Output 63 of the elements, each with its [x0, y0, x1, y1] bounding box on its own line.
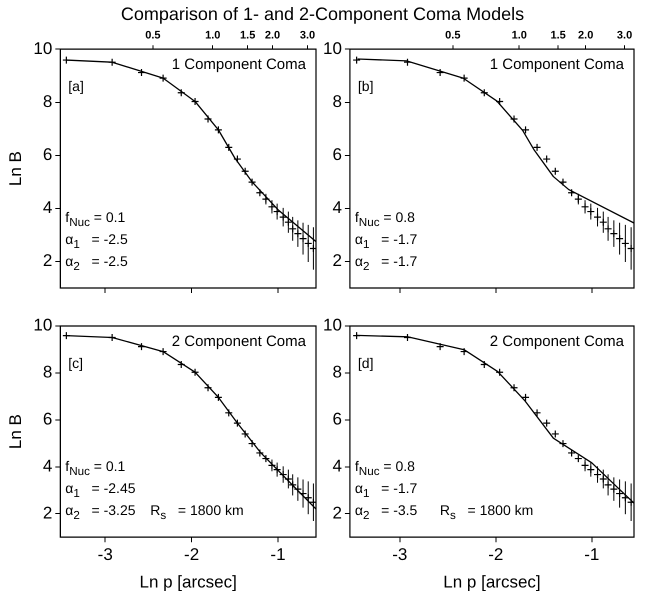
x2-tick-label: 3.0	[616, 30, 632, 42]
annotation: α$_{2}$ = -3.25	[65, 502, 136, 522]
x2-tick-label: 3.0	[300, 30, 316, 42]
annotation: α$_{1}$ = -2.45	[65, 480, 136, 500]
x2-tick-label: 2.0	[264, 30, 280, 42]
annotation: α$_{2}$ = -3.5	[354, 502, 418, 522]
x2-tick-label: 1.5	[240, 30, 256, 42]
y-tick-label: 4	[42, 198, 52, 218]
annotation: f$_{Nuc}$ = 0.1	[65, 458, 126, 478]
y-tick-label: 6	[332, 410, 342, 429]
annotation: [a]	[68, 78, 84, 94]
y-tick-label: 6	[332, 145, 342, 164]
annotation: α$_{2}$ = -2.5	[65, 253, 128, 273]
y-axis-title: Ln B	[6, 151, 25, 186]
y-tick-label: 10	[33, 38, 52, 58]
annotation: [d]	[358, 355, 374, 371]
x-axis-title: Ln p [arcsec]	[443, 572, 541, 592]
annotation: 2 Component Coma	[172, 333, 306, 350]
annotation: f$_{Nuc}$ = 0.1	[65, 209, 126, 229]
y-tick-label: 10	[33, 316, 52, 335]
x2-tick-label: 2.0	[578, 30, 594, 42]
x-tick-label: -3	[392, 545, 408, 564]
annotation: [b]	[358, 78, 374, 94]
y-tick-label: 2	[332, 503, 342, 522]
x2-tick-label: 1.0	[512, 30, 527, 42]
y-tick-label: 4	[332, 456, 342, 476]
y-tick-label: 6	[42, 410, 52, 429]
y-tick-label: 8	[332, 362, 342, 382]
x2-tick-label: 0.5	[145, 30, 161, 42]
y-tick-label: 6	[42, 145, 52, 164]
y-tick-label: 8	[42, 92, 52, 111]
y-tick-label: 2	[42, 503, 52, 522]
x-tick-label: -1	[584, 545, 600, 564]
x2-tick-label: 1.5	[550, 30, 566, 42]
y-tick-label: 8	[42, 362, 52, 382]
annotation: R$_{s}$ = 1800 km	[440, 502, 534, 522]
annotation: f$_{Nuc}$ = 0.8	[354, 458, 415, 478]
y-axis-title: Ln B	[6, 414, 25, 450]
x2-tick-label: 1.0	[205, 30, 220, 42]
annotation: [c]	[68, 355, 84, 371]
annotation: 1 Component Coma	[490, 56, 624, 74]
y-tick-label: 4	[42, 456, 52, 476]
annotation: 2 Component Coma	[490, 333, 624, 350]
y-tick-label: 4	[332, 198, 342, 218]
y-tick-label: 8	[332, 92, 342, 111]
x-tick-label: -2	[488, 545, 504, 564]
x2-tick-label: 0.5	[445, 30, 460, 42]
x-tick-label: -2	[184, 545, 200, 564]
annotation: α$_{1}$ = -1.7	[354, 231, 418, 251]
annotation: α$_{1}$ = -1.7	[354, 480, 418, 500]
x-tick-label: -3	[98, 545, 113, 564]
x-axis-title: Ln p [arcsec]	[139, 572, 237, 592]
chart-title: Comparison of 1- and 2-Component Coma Models	[120, 4, 526, 25]
y-tick-label: 10	[322, 38, 342, 58]
y-tick-label: 10	[322, 316, 342, 335]
annotation: f$_{Nuc}$ = 0.8	[354, 209, 415, 229]
y-tick-label: 2	[42, 251, 52, 270]
annotation: R$_{s}$ = 1800 km	[150, 502, 244, 522]
annotation: α$_{1}$ = -2.5	[65, 231, 128, 251]
annotation: α$_{2}$ = -1.7	[354, 253, 418, 273]
annotation: 1 Component Coma	[172, 56, 306, 74]
x-tick-label: -1	[270, 545, 286, 564]
y-tick-label: 2	[332, 251, 342, 270]
